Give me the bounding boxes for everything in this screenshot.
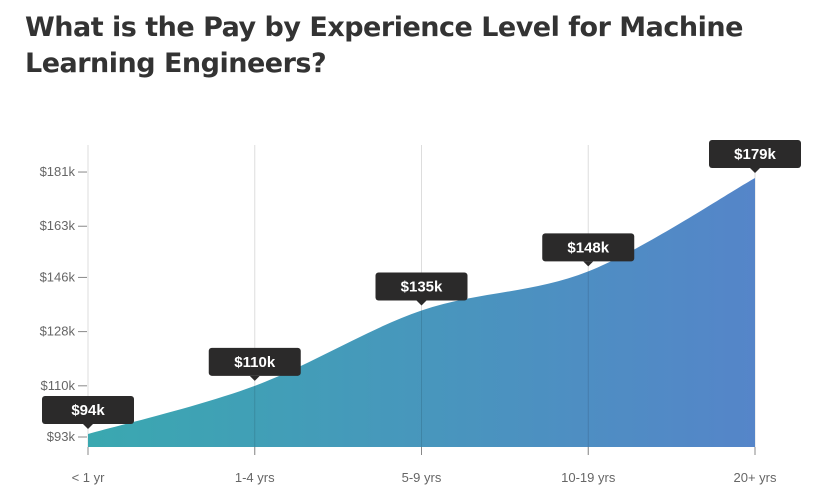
x-tick-label: 1-4 yrs bbox=[235, 470, 275, 485]
x-tick-label: 20+ yrs bbox=[734, 470, 777, 485]
data-label-box bbox=[709, 140, 801, 169]
data-label-pointer bbox=[416, 300, 427, 306]
x-tick-label: 5-9 yrs bbox=[402, 470, 442, 485]
y-tick-label: $163k bbox=[40, 218, 76, 233]
data-label: $179k bbox=[734, 146, 776, 163]
x-tick-label: 10-19 yrs bbox=[561, 470, 616, 485]
x-tick-label: < 1 yr bbox=[72, 470, 106, 485]
y-tick-label: $110k bbox=[41, 378, 76, 393]
data-label-pointer bbox=[750, 168, 760, 174]
data-label: $148k bbox=[567, 239, 609, 256]
data-label: $94k bbox=[71, 402, 105, 419]
data-label: $135k bbox=[401, 279, 443, 296]
data-label-pointer bbox=[583, 261, 594, 267]
y-tick-label: $146k bbox=[40, 269, 76, 284]
y-tick-label: $128k bbox=[40, 324, 76, 339]
y-tick-label: $181k bbox=[40, 164, 76, 179]
data-label: $110k bbox=[234, 354, 276, 371]
data-label-box bbox=[208, 347, 301, 376]
chart-title: What is the Pay by Experience Level for … bbox=[25, 12, 743, 79]
data-label-box bbox=[375, 272, 468, 301]
data-label-pointer bbox=[249, 375, 260, 381]
data-label-pointer bbox=[83, 423, 93, 429]
y-tick-label: $93k bbox=[47, 429, 76, 444]
data-label-box bbox=[42, 395, 134, 424]
area-series bbox=[88, 178, 755, 447]
data-label-box bbox=[542, 233, 635, 262]
